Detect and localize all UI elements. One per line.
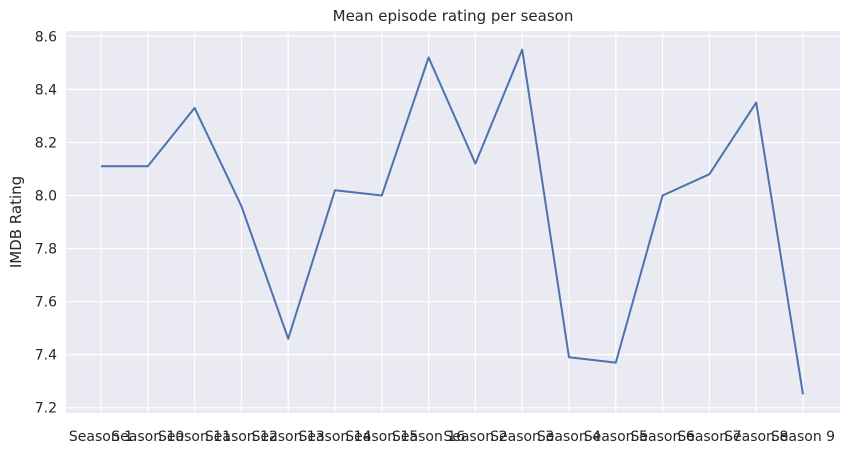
x-tick-label: Season 11 (158, 429, 231, 445)
y-tick-labels: 7.2 7.4 7.6 7.8 8.0 8.2 8.4 8.6 (35, 29, 57, 416)
x-tick-label: Season 15 (345, 429, 418, 445)
series-line (101, 48, 804, 395)
x-gridlines (100, 31, 804, 413)
x-tick-label: Season 6 (631, 429, 695, 445)
y-tick-label: 8.0 (35, 188, 57, 204)
y-tick-label: 8.4 (35, 82, 57, 98)
x-tick-label: Season 10 (111, 429, 184, 445)
x-tick-label: Season 7 (677, 429, 741, 445)
x-tick-label: Season 9 (771, 429, 835, 445)
y-tick-label: 8.2 (35, 135, 57, 151)
y-tick-label: 7.4 (35, 348, 57, 364)
y-tick-label: 7.8 (35, 242, 57, 258)
x-tick-label: Season 5 (584, 429, 648, 445)
chart-title: Mean episode rating per season (333, 7, 574, 25)
y-tick-label: 7.6 (35, 295, 57, 311)
x-tick-label: Season 8 (724, 429, 788, 445)
x-tick-label: Season 2 (443, 429, 507, 445)
x-tick-label: Season 4 (537, 429, 601, 445)
y-tick-label: 7.2 (35, 401, 57, 417)
plot-area (66, 31, 840, 413)
x-tick-label: Season 1 (69, 429, 133, 445)
x-tick-label: Season 13 (252, 429, 325, 445)
y-axis-label: IMDB Rating (7, 176, 25, 268)
x-tick-label: Season 12 (205, 429, 278, 445)
x-tick-label: Season 3 (490, 429, 554, 445)
x-tick-label: Season 16 (392, 429, 465, 445)
x-tick-label: Season 14 (298, 429, 371, 445)
y-tick-label: 8.6 (35, 29, 57, 45)
